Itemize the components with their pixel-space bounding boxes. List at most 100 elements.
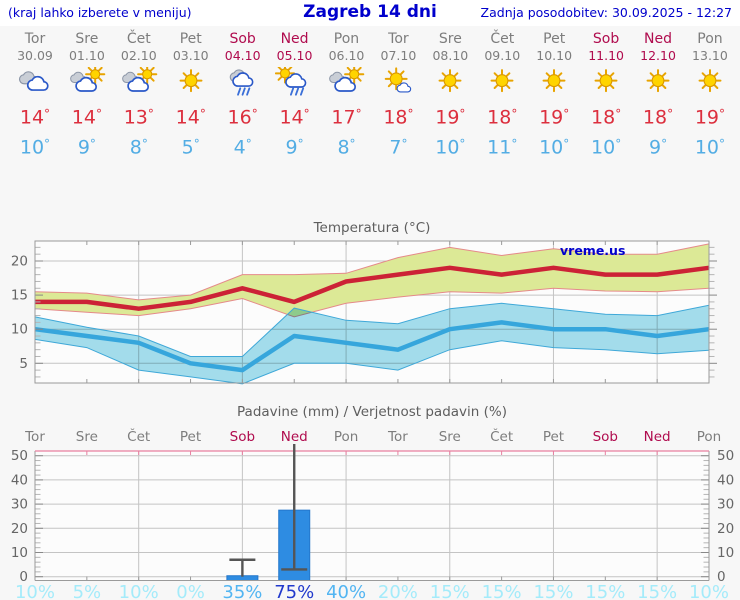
forecast-strip: Tor 30.09 14° 10° Sre 01.10 14° 9° Čet 02.10 13° 8°… — [9, 31, 736, 173]
day-column-sob-11.10[interactable]: Sob 11.10 18° 10° — [580, 31, 632, 173]
low-temp: 4° — [217, 131, 269, 160]
cloudy-icon — [9, 67, 61, 100]
day-date: 09.10 — [484, 48, 521, 63]
min-temp-line — [34, 320, 710, 373]
day-name: Tor — [24, 31, 46, 47]
degree-symbol: ° — [563, 107, 570, 121]
sunny-icon — [594, 69, 618, 93]
y-axis-label: 15 — [11, 288, 28, 304]
day-label: Pet — [180, 429, 201, 445]
degree-symbol: ° — [355, 107, 362, 121]
high-temp: 17° — [321, 101, 373, 131]
high-temp-value: 14 — [71, 106, 96, 129]
y-axis-label-left: 40 — [11, 472, 28, 488]
high-temp-value: 18 — [642, 106, 668, 129]
high-temp: 14° — [61, 101, 113, 131]
low-temp-value: 5 — [181, 136, 194, 159]
day-column-tor-07.10[interactable]: Tor 07.10 18° 7° — [372, 31, 424, 173]
high-temp: 19° — [528, 101, 580, 131]
day-column-čet-02.10[interactable]: Čet 02.10 13° 8° — [113, 31, 165, 173]
low-temp-value: 8 — [129, 136, 142, 159]
low-temp-value: 10 — [591, 136, 616, 159]
low-temp: 10° — [528, 131, 580, 160]
low-temp: 11° — [476, 131, 528, 160]
low-temp-value: 7 — [389, 136, 402, 159]
cloudy-icon — [18, 71, 49, 91]
y-axis-label-right: 20 — [717, 521, 734, 537]
day-name: Sre — [75, 31, 99, 47]
degree-symbol: ° — [245, 137, 252, 152]
high-temp-value: 16 — [227, 106, 252, 129]
high-temp: 14° — [165, 101, 217, 131]
day-column-pon-06.10[interactable]: Pon 06.10 17° 8° — [321, 31, 373, 173]
high-temp-value: 18 — [591, 106, 616, 129]
day-date: 06.10 — [328, 48, 365, 63]
min-temp-band-lower-edge — [34, 338, 710, 385]
day-label: Tor — [387, 429, 408, 445]
sun-cloud-icon — [121, 64, 158, 92]
sunny-icon — [179, 69, 203, 93]
high-temp-value: 14 — [279, 106, 304, 129]
high-temp: 14° — [9, 101, 61, 131]
day-date: 10.10 — [536, 48, 573, 63]
day-date: 12.10 — [640, 48, 676, 63]
precipitation-chart: 0 0 10 10 20 20 30 30 40 40 50 50 Tor Sre Čet Pet Sob Ned… — [11, 404, 734, 600]
degree-symbol: ° — [147, 107, 154, 121]
low-temp-value: 8 — [337, 136, 350, 159]
day-name: Sob — [229, 31, 256, 47]
day-column-sob-04.10[interactable]: Sob 04.10 16° 4° — [217, 31, 269, 173]
high-temp: 19° — [684, 101, 736, 131]
max-temp-band-lower-edge — [34, 287, 710, 318]
low-temp: 7° — [372, 131, 424, 160]
sun-cloud-icon — [321, 64, 373, 100]
day-label: Sob — [230, 429, 255, 445]
day-date: 07.10 — [380, 48, 417, 63]
day-column-sre-01.10[interactable]: Sre 01.10 14° 9° — [61, 31, 113, 173]
y-axis-label-left: 50 — [11, 448, 28, 464]
max-temp-band-upper-edge — [34, 243, 710, 301]
probability-label: 10% — [689, 582, 729, 600]
probability-label: 5% — [73, 582, 102, 600]
sunny-icon — [490, 69, 514, 93]
degree-symbol: ° — [297, 137, 304, 152]
high-temp-value: 18 — [487, 106, 512, 129]
last-updated: Zadnja posodobitev: 30.09.2025 - 12:27 — [480, 5, 732, 20]
day-column-tor-30.09[interactable]: Tor 30.09 14° 10° — [9, 31, 61, 173]
day-column-pon-13.10[interactable]: Pon 13.10 19° 10° — [684, 31, 736, 173]
day-column-ned-12.10[interactable]: Ned 12.10 18° 9° — [632, 31, 684, 173]
y-axis-label-left: 20 — [11, 521, 28, 537]
high-temp: 13° — [113, 101, 165, 131]
degree-symbol: ° — [459, 107, 466, 121]
degree-symbol: ° — [661, 137, 668, 152]
day-date: 03.10 — [172, 48, 209, 63]
day-date: 05.10 — [276, 48, 313, 63]
high-temp: 14° — [269, 101, 321, 131]
degree-symbol: ° — [511, 107, 518, 121]
sun-rain-icon — [274, 63, 306, 96]
day-name: Sob — [592, 31, 620, 47]
day-date: 01.10 — [68, 48, 105, 63]
day-name: Čet — [490, 31, 515, 47]
day-column-pet-03.10[interactable]: Pet 03.10 14° 5° — [165, 31, 217, 173]
day-label: Pet — [543, 429, 564, 445]
low-temp-value: 4 — [233, 136, 246, 159]
degree-symbol: ° — [615, 137, 622, 152]
watermark: vreme.us — [560, 243, 625, 258]
low-temp-value: 11 — [487, 136, 512, 159]
day-column-čet-09.10[interactable]: Čet 09.10 18° 11° — [476, 31, 528, 173]
y-axis-label-right: 50 — [717, 448, 734, 464]
y-axis-label-left: 10 — [11, 545, 28, 561]
day-name: Čet — [126, 31, 151, 47]
sunny-icon — [165, 67, 217, 100]
high-temp-value: 14 — [19, 106, 45, 129]
day-label: Čet — [490, 427, 513, 445]
sunny-icon — [632, 67, 684, 100]
day-label: Tor — [24, 429, 45, 445]
day-column-pet-10.10[interactable]: Pet 10.10 19° 10° — [528, 31, 580, 173]
day-label: Ned — [281, 429, 308, 445]
degree-symbol: ° — [251, 107, 258, 121]
high-temp-value: 14 — [175, 106, 200, 129]
day-column-sre-08.10[interactable]: Sre 08.10 19° 10° — [424, 31, 476, 173]
degree-symbol: ° — [193, 137, 200, 152]
day-column-ned-05.10[interactable]: Ned 05.10 14° 9° — [269, 31, 321, 173]
